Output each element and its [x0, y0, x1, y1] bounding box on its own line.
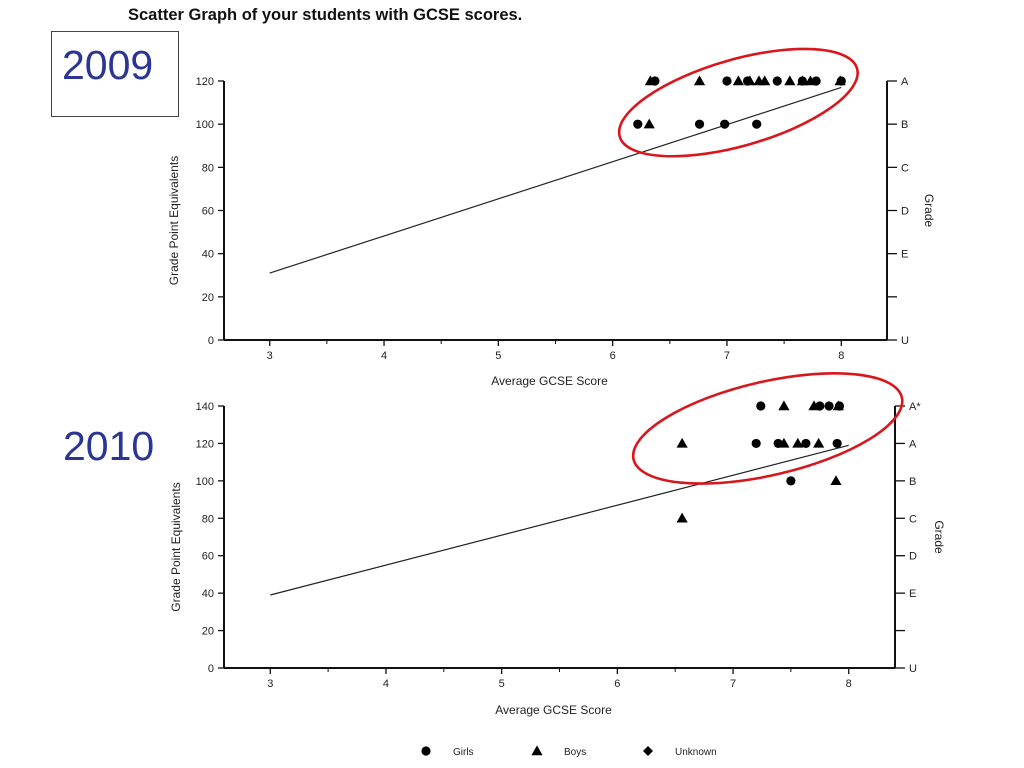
x-tick-label: 6 — [610, 350, 616, 362]
grade-tick-label: A* — [909, 401, 921, 413]
boy-point — [792, 437, 804, 448]
y-axis-title: Grade Point Equivalents — [167, 156, 181, 285]
y-tick-label: 0 — [208, 663, 214, 675]
boy-point — [676, 437, 688, 448]
grade-tick-label: C — [901, 162, 909, 174]
grade-tick-label: E — [901, 249, 908, 261]
y-tick-label: 40 — [202, 588, 214, 600]
highlight-ellipse — [617, 47, 859, 158]
highlight-ellipse — [631, 372, 904, 485]
girl-point — [694, 119, 705, 129]
boy-point — [676, 512, 688, 523]
grade-tick-label: B — [909, 476, 916, 488]
y-tick-label: 40 — [202, 249, 214, 261]
grade-tick-label: D — [901, 206, 909, 218]
grade-axis-title: Grade — [922, 194, 936, 228]
boy-point — [778, 400, 790, 411]
boy-point — [830, 475, 842, 486]
x-axis-title: Average GCSE Score — [491, 374, 608, 388]
boy-point — [759, 75, 771, 86]
page-title: Scatter Graph of your students with GCSE… — [128, 6, 523, 24]
legend-boys-marker — [531, 745, 543, 756]
x-tick-label: 6 — [614, 678, 620, 690]
x-tick-label: 5 — [495, 350, 501, 362]
boy-point — [778, 437, 790, 448]
x-tick-label: 3 — [267, 678, 273, 690]
girl-point — [756, 401, 766, 411]
boy-point — [808, 400, 820, 411]
year-label-2010: 2010 — [63, 423, 155, 469]
boy-point — [744, 75, 756, 86]
boy-point — [813, 437, 825, 448]
legend: Girls Boys Unknown — [421, 745, 717, 758]
girl-point — [786, 476, 796, 486]
x-tick-label: 7 — [730, 678, 736, 690]
year-2009-frame — [51, 31, 179, 117]
y-axis-title: Grade Point Equivalents — [169, 482, 183, 611]
legend-label-unknown: Unknown — [675, 747, 717, 758]
boy-point — [693, 75, 706, 86]
boy-point — [644, 75, 656, 86]
girl-point — [722, 76, 732, 86]
year-label-2009: 2009 — [62, 42, 154, 88]
x-tick-label: 7 — [724, 350, 730, 362]
girl-point — [801, 438, 811, 449]
girl-point — [751, 438, 761, 449]
boy-point — [832, 400, 844, 411]
girl-point — [832, 438, 842, 449]
x-tick-label: 4 — [381, 350, 387, 362]
trend-line — [269, 86, 842, 274]
legend-label-girls: Girls — [453, 747, 474, 758]
y-tick-label: 60 — [202, 206, 214, 218]
trend-line — [270, 444, 849, 596]
y-tick-label: 80 — [202, 513, 214, 525]
girl-point — [633, 119, 643, 129]
y-tick-label: 120 — [196, 438, 214, 450]
grade-tick-label: E — [909, 588, 916, 600]
girl-point — [772, 76, 782, 86]
y-tick-label: 100 — [196, 119, 214, 131]
boy-point — [643, 118, 655, 129]
y-tick-label: 80 — [202, 162, 214, 174]
x-axis-title: Average GCSE Score — [495, 703, 612, 717]
grade-tick-label: A — [909, 438, 917, 450]
x-tick-label: 8 — [846, 678, 852, 690]
girl-point — [720, 119, 730, 129]
boy-point — [784, 75, 796, 86]
grade-tick-label: U — [909, 663, 917, 675]
grade-axis-title: Grade — [932, 520, 946, 554]
girl-point — [752, 119, 762, 129]
y-tick-label: 60 — [202, 551, 214, 563]
boy-point — [834, 75, 846, 86]
grade-tick-label: A — [901, 76, 909, 88]
y-tick-label: 140 — [196, 401, 214, 413]
legend-girls-marker — [421, 746, 431, 756]
grade-tick-label: U — [901, 335, 909, 347]
girl-point — [824, 401, 834, 411]
y-tick-label: 100 — [196, 476, 214, 488]
x-tick-label: 3 — [267, 350, 273, 362]
y-tick-label: 0 — [208, 335, 214, 347]
grade-tick-label: B — [901, 119, 908, 131]
x-tick-label: 5 — [499, 678, 505, 690]
y-tick-label: 20 — [202, 292, 214, 304]
boy-point — [732, 75, 744, 86]
boy-point — [804, 75, 817, 86]
x-tick-label: 4 — [383, 678, 389, 690]
legend-label-boys: Boys — [564, 747, 586, 758]
grade-tick-label: D — [909, 551, 917, 563]
x-tick-label: 8 — [838, 350, 844, 362]
y-tick-label: 120 — [196, 76, 214, 88]
legend-unknown-marker — [643, 746, 653, 756]
boy-point — [796, 75, 809, 86]
grade-tick-label: C — [909, 513, 917, 525]
y-tick-label: 20 — [202, 626, 214, 638]
